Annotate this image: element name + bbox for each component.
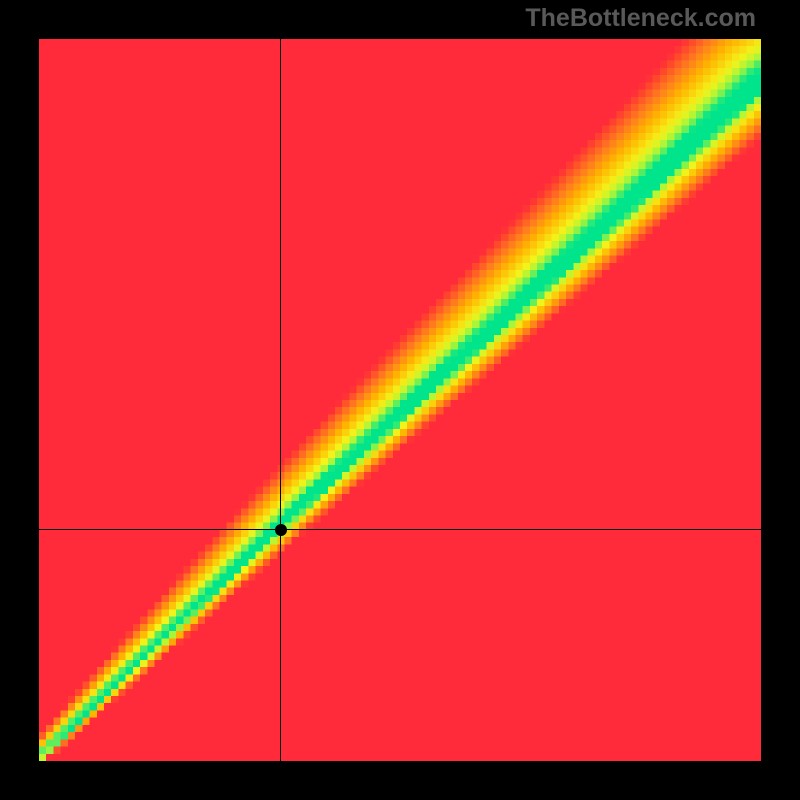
watermark-text: TheBottleneck.com [525, 4, 756, 33]
crosshair-vertical [280, 39, 281, 761]
bottleneck-heatmap [39, 39, 761, 761]
chart-container: TheBottleneck.com [0, 0, 800, 800]
crosshair-horizontal [39, 529, 761, 530]
crosshair-marker [275, 524, 287, 536]
